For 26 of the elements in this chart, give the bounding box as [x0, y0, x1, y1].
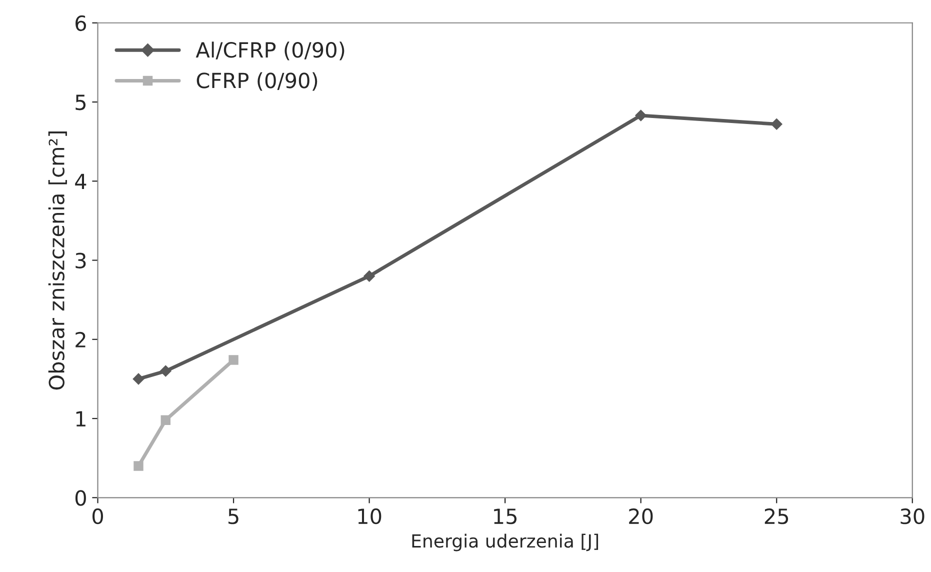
y-tick-label: 6	[76, 15, 86, 32]
y-tick-label: 0	[75, 490, 86, 506]
y-tick-label: 5	[76, 94, 86, 110]
point	[770, 118, 782, 130]
x-axis-title: Energia uderzenia [J]	[412, 534, 598, 552]
y-tick-label: 1	[76, 411, 86, 426]
y-tick-label: 4	[75, 174, 86, 190]
x-tick-label: 0	[92, 508, 103, 524]
x-tick-label: 30	[900, 508, 924, 524]
y-axis-title: Obszar zniszczenia [cm²]	[48, 132, 67, 390]
x-tick-label: 20	[629, 508, 653, 524]
point	[160, 415, 170, 425]
point	[634, 110, 647, 122]
x-tick-label: 5	[228, 508, 238, 524]
point	[134, 461, 144, 471]
point	[228, 355, 238, 365]
legend-label: Al/CFRP (0/90)	[196, 42, 344, 60]
x-tick-label: 25	[764, 508, 788, 524]
y-tick-label: 2	[76, 332, 86, 348]
x-tick-label: 10	[358, 508, 382, 524]
y-tick-label: 3	[76, 252, 86, 268]
point	[132, 373, 144, 385]
legend-label: CFRP (0/90)	[196, 72, 318, 91]
point	[160, 365, 172, 377]
point	[363, 270, 376, 282]
x-tick-label: 15	[494, 508, 517, 524]
